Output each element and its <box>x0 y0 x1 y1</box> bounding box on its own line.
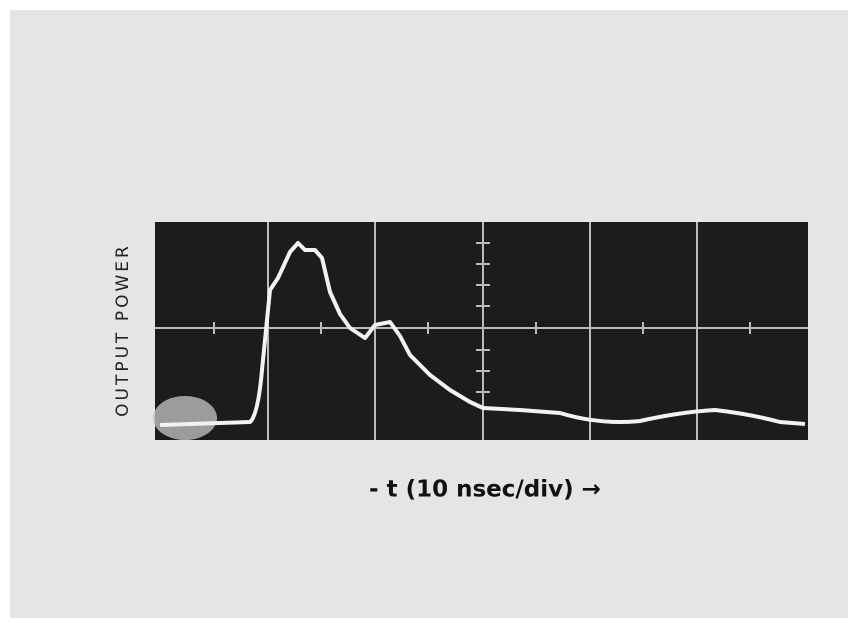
y-axis-label: OUTPUT POWER <box>113 243 133 417</box>
screen-glare <box>153 396 217 440</box>
x-axis-label: - t (10 nsec/div) → <box>369 477 601 503</box>
figure: OUTPUT POWER - t (10 nsec/div) → <box>0 0 858 628</box>
page: OUTPUT POWER - t (10 nsec/div) → (() => … <box>0 0 858 628</box>
